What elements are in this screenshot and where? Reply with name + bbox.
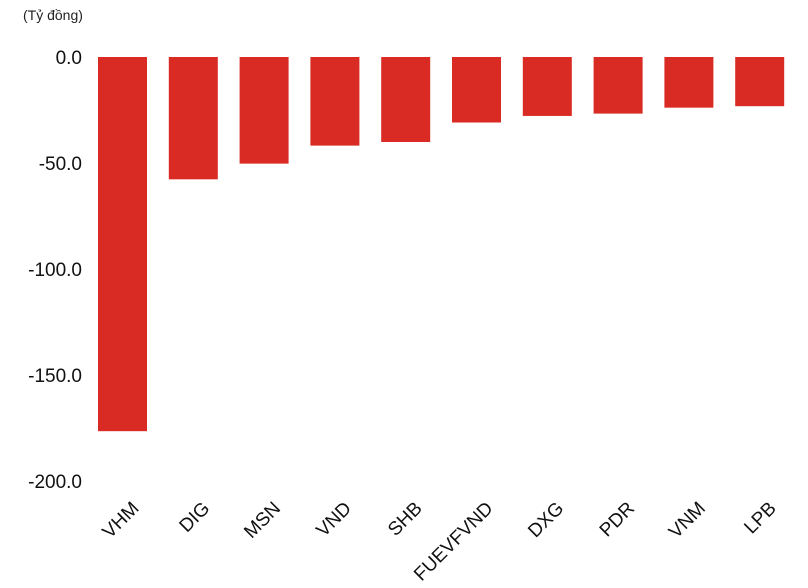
bar-pdr	[593, 57, 643, 114]
bar-dxg	[522, 57, 572, 116]
x-tick-label: SHB	[384, 498, 426, 540]
x-tick-label: DIG	[176, 498, 215, 537]
y-tick-label: -100.0	[28, 260, 82, 281]
x-tick-label: VND	[313, 498, 356, 541]
x-tick-label: VNM	[665, 498, 710, 543]
bar-shb	[381, 57, 431, 143]
bar-lpb	[735, 57, 785, 107]
y-tick-label: 0.0	[56, 48, 82, 69]
x-tick-label: MSN	[240, 498, 285, 543]
y-axis-ticks: 0.0 -50.0 -100.0 -150.0 -200.0	[28, 48, 82, 493]
bars	[98, 57, 785, 432]
bar-fuevfvnd	[452, 57, 501, 123]
y-tick-label: -150.0	[28, 366, 82, 387]
bar-vhm	[98, 57, 147, 432]
bar-dig	[168, 57, 218, 180]
y-tick-label: -50.0	[39, 154, 82, 175]
y-tick-label: -200.0	[28, 472, 82, 493]
bar-msn	[239, 57, 289, 164]
x-tick-label: DXG	[524, 498, 568, 542]
x-tick-label: VHM	[99, 498, 144, 543]
x-tick-label: LPB	[740, 498, 780, 538]
bar-vnm	[664, 57, 714, 108]
x-tick-label: PDR	[596, 498, 639, 541]
bar-vnd	[310, 57, 360, 146]
y-axis-unit-label: (Tỷ đồng)	[23, 7, 83, 23]
